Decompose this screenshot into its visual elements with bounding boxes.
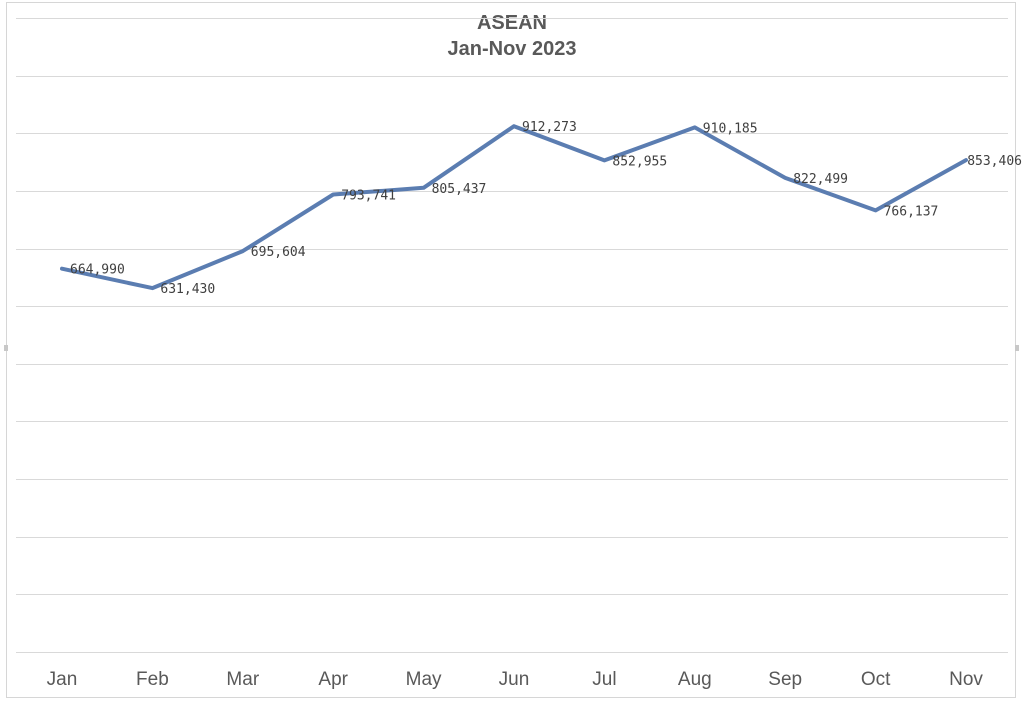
x-tick-label: Jan bbox=[47, 669, 78, 690]
data-label: 912,273 bbox=[522, 120, 577, 135]
data-label: 822,499 bbox=[793, 172, 848, 187]
data-label: 852,955 bbox=[612, 154, 667, 169]
x-tick-label: Oct bbox=[861, 669, 891, 690]
data-label: 664,990 bbox=[70, 263, 125, 278]
data-label: 631,430 bbox=[160, 282, 215, 297]
series-line-layer bbox=[60, 124, 968, 291]
x-tick-label: Sep bbox=[768, 669, 802, 690]
gridlines bbox=[16, 18, 1008, 653]
chart-frame bbox=[6, 2, 1016, 698]
x-tick-label: Jul bbox=[592, 669, 616, 690]
x-tick-label: May bbox=[406, 669, 442, 690]
data-label: 910,185 bbox=[703, 121, 758, 136]
chart-title: ASEAN bbox=[477, 12, 547, 34]
chart-subtitle: Jan-Nov 2023 bbox=[448, 38, 577, 60]
x-tick-label: Aug bbox=[678, 669, 712, 690]
x-tick-label: Jun bbox=[499, 669, 530, 690]
data-label: 853,406 bbox=[967, 154, 1022, 169]
x-axis-tick-labels: Jan Feb Mar Apr May Jun Jul Aug Sep Oct Nov bbox=[47, 669, 984, 690]
series-line bbox=[60, 124, 968, 291]
data-label: 766,137 bbox=[884, 204, 939, 219]
x-tick-label: Nov bbox=[949, 669, 983, 690]
x-tick-label: Apr bbox=[318, 669, 348, 690]
data-label: 805,437 bbox=[432, 182, 487, 197]
x-tick-label: Mar bbox=[226, 669, 259, 690]
x-tick-label: Feb bbox=[136, 669, 169, 690]
data-label: 695,604 bbox=[251, 245, 306, 260]
data-label: 793,741 bbox=[341, 189, 396, 204]
resize-handle-right[interactable] bbox=[1015, 345, 1019, 351]
data-labels: 664,990 631,430 695,604 793,741 805,437 912,2… bbox=[70, 120, 1022, 297]
resize-handle-left[interactable] bbox=[4, 345, 8, 351]
